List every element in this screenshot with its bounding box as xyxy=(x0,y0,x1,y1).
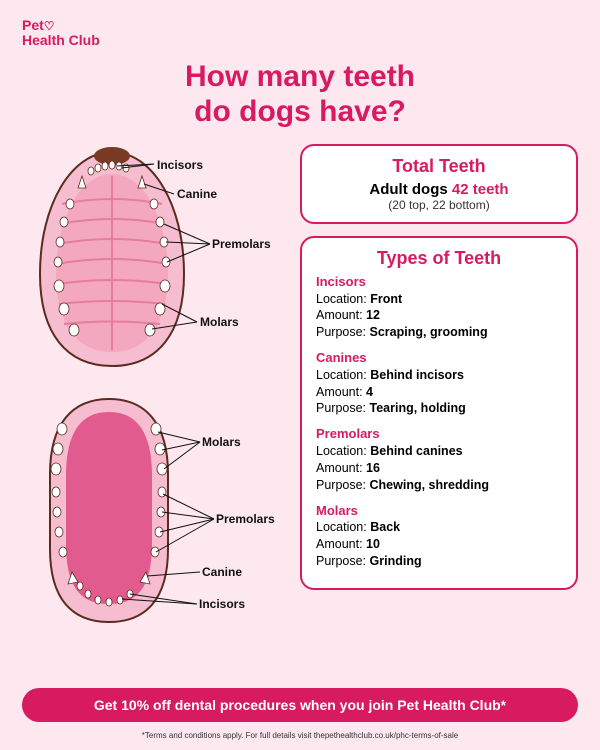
diagram-column: Incisors Canine Premolars Molars xyxy=(22,144,282,649)
types-box: Types of Teeth IncisorsLocation: FrontAm… xyxy=(300,236,578,590)
tooth-type: IncisorsLocation: FrontAmount: 12Purpose… xyxy=(316,273,562,341)
tooth-type: MolarsLocation: BackAmount: 10Purpose: G… xyxy=(316,502,562,570)
lower-jaw-diagram: Molars Premolars Canine Incisors xyxy=(22,394,282,629)
label-incisors2: Incisors xyxy=(199,597,245,611)
types-title: Types of Teeth xyxy=(316,248,562,269)
total-title: Total Teeth xyxy=(316,156,562,177)
total-teeth-box: Total Teeth Adult dogs 42 teeth (20 top,… xyxy=(300,144,578,224)
tooth-type: CaninesLocation: Behind incisorsAmount: … xyxy=(316,349,562,417)
info-column: Total Teeth Adult dogs 42 teeth (20 top,… xyxy=(300,144,578,649)
label-premolars2: Premolars xyxy=(216,512,275,526)
total-sub: Adult dogs 42 teeth xyxy=(316,181,562,198)
total-breakdown: (20 top, 22 bottom) xyxy=(316,198,562,212)
label-canine: Canine xyxy=(177,187,217,201)
tooth-type: PremolarsLocation: Behind caninesAmount:… xyxy=(316,425,562,493)
label-molars2: Molars xyxy=(202,435,241,449)
footnote: *Terms and conditions apply. For full de… xyxy=(0,731,600,740)
brand-logo: Pet♡ Health Club xyxy=(22,18,100,49)
brand-line2: Health Club xyxy=(22,32,100,48)
label-molars: Molars xyxy=(200,315,239,329)
upper-jaw-diagram: Incisors Canine Premolars Molars xyxy=(22,144,282,374)
promo-banner: Get 10% off dental procedures when you j… xyxy=(22,688,578,722)
heart-icon: ♡ xyxy=(44,19,55,33)
label-canine2: Canine xyxy=(202,565,242,579)
brand-line1: Pet xyxy=(22,17,44,33)
label-premolars: Premolars xyxy=(212,237,271,251)
